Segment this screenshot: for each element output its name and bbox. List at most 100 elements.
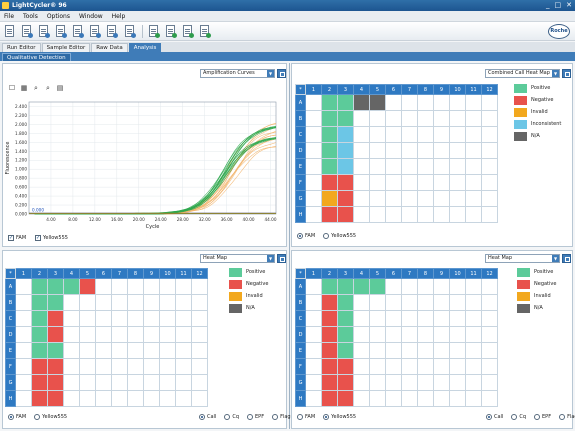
row-header[interactable]: E: [295, 158, 306, 175]
maximize-panel-button[interactable]: [562, 254, 571, 263]
well-E9[interactable]: [433, 342, 450, 359]
well-B8[interactable]: [417, 294, 434, 311]
well-E4[interactable]: [63, 342, 80, 359]
well-A10[interactable]: [449, 94, 466, 111]
well-B7[interactable]: [401, 110, 418, 127]
well-B6[interactable]: [95, 294, 112, 311]
well-D4[interactable]: [353, 142, 370, 159]
row-header[interactable]: F: [295, 358, 306, 375]
row-header[interactable]: D: [5, 326, 16, 343]
well-B10[interactable]: [449, 110, 466, 127]
heatmap-type-dropdown[interactable]: Heat Map ▼: [200, 254, 275, 263]
well-A2[interactable]: [321, 94, 338, 111]
well-C7[interactable]: [111, 310, 128, 327]
column-header[interactable]: 5: [369, 268, 386, 279]
well-H11[interactable]: [465, 390, 482, 407]
well-H4[interactable]: [353, 390, 370, 407]
well-F2[interactable]: [321, 174, 338, 191]
well-A9[interactable]: [433, 278, 450, 295]
well-C10[interactable]: [449, 126, 466, 143]
well-C9[interactable]: [433, 126, 450, 143]
well-F3[interactable]: [47, 358, 64, 375]
column-header[interactable]: 9: [433, 84, 450, 95]
well-F1[interactable]: [305, 358, 322, 375]
row-header[interactable]: E: [5, 342, 16, 359]
well-A10[interactable]: [159, 278, 176, 295]
well-E2[interactable]: [31, 342, 48, 359]
well-E7[interactable]: [111, 342, 128, 359]
well-C4[interactable]: [353, 126, 370, 143]
well-H4[interactable]: [353, 206, 370, 223]
well-H1[interactable]: [15, 390, 32, 407]
well-D7[interactable]: [401, 142, 418, 159]
save-icon[interactable]: [55, 25, 67, 38]
well-D8[interactable]: [417, 326, 434, 343]
well-C12[interactable]: [481, 126, 498, 143]
well-E1[interactable]: [305, 158, 322, 175]
well-A1[interactable]: [15, 278, 32, 295]
well-D9[interactable]: [433, 142, 450, 159]
well-F5[interactable]: [79, 358, 96, 375]
well-H9[interactable]: [433, 206, 450, 223]
well-G8[interactable]: [417, 374, 434, 391]
well-G8[interactable]: [127, 374, 144, 391]
column-header[interactable]: 10: [449, 84, 466, 95]
well-E8[interactable]: [417, 158, 434, 175]
new-file-icon[interactable]: [4, 25, 16, 38]
well-G3[interactable]: [47, 374, 64, 391]
well-F9[interactable]: [433, 358, 450, 375]
row-header[interactable]: H: [295, 206, 306, 223]
maximize-panel-button[interactable]: [277, 69, 286, 78]
well-D1[interactable]: [305, 326, 322, 343]
well-G1[interactable]: [15, 374, 32, 391]
well-A10[interactable]: [449, 278, 466, 295]
well-F9[interactable]: [433, 174, 450, 191]
well-F6[interactable]: [95, 358, 112, 375]
well-C7[interactable]: [401, 126, 418, 143]
well-H2[interactable]: [321, 206, 338, 223]
well-E4[interactable]: [353, 342, 370, 359]
well-D1[interactable]: [305, 142, 322, 159]
select-all-corner[interactable]: *: [295, 268, 306, 279]
well-E8[interactable]: [127, 342, 144, 359]
well-B1[interactable]: [305, 294, 322, 311]
column-header[interactable]: 1: [15, 268, 32, 279]
zoom-out-icon[interactable]: ⌕: [46, 84, 50, 92]
well-A5[interactable]: [369, 278, 386, 295]
yellow555-radio[interactable]: Yellow555: [323, 414, 356, 420]
well-H2[interactable]: [31, 390, 48, 407]
well-D6[interactable]: [385, 142, 402, 159]
well-A7[interactable]: [401, 278, 418, 295]
well-B3[interactable]: [337, 294, 354, 311]
heatmap-type-dropdown[interactable]: Combined Call Heat Map ▼: [485, 69, 560, 78]
well-H6[interactable]: [385, 390, 402, 407]
well-A4[interactable]: [63, 278, 80, 295]
row-header[interactable]: D: [295, 142, 306, 159]
well-G3[interactable]: [337, 190, 354, 207]
column-header[interactable]: 4: [353, 84, 370, 95]
well-C6[interactable]: [95, 310, 112, 327]
well-E1[interactable]: [305, 342, 322, 359]
call-radio[interactable]: Call: [199, 414, 216, 420]
well-C1[interactable]: [15, 310, 32, 327]
well-D4[interactable]: [353, 326, 370, 343]
well-G9[interactable]: [433, 374, 450, 391]
well-G7[interactable]: [111, 374, 128, 391]
column-header[interactable]: 4: [353, 268, 370, 279]
well-A5[interactable]: [369, 94, 386, 111]
well-B8[interactable]: [127, 294, 144, 311]
well-A4[interactable]: [353, 94, 370, 111]
well-G4[interactable]: [353, 374, 370, 391]
row-header[interactable]: A: [295, 278, 306, 295]
column-header[interactable]: 11: [465, 84, 482, 95]
well-E9[interactable]: [143, 342, 160, 359]
column-header[interactable]: 7: [401, 268, 418, 279]
well-F1[interactable]: [305, 174, 322, 191]
well-G6[interactable]: [385, 190, 402, 207]
well-A8[interactable]: [417, 94, 434, 111]
column-header[interactable]: 11: [465, 268, 482, 279]
well-C11[interactable]: [465, 310, 482, 327]
well-F7[interactable]: [401, 358, 418, 375]
column-header[interactable]: 2: [321, 268, 338, 279]
well-C3[interactable]: [337, 126, 354, 143]
